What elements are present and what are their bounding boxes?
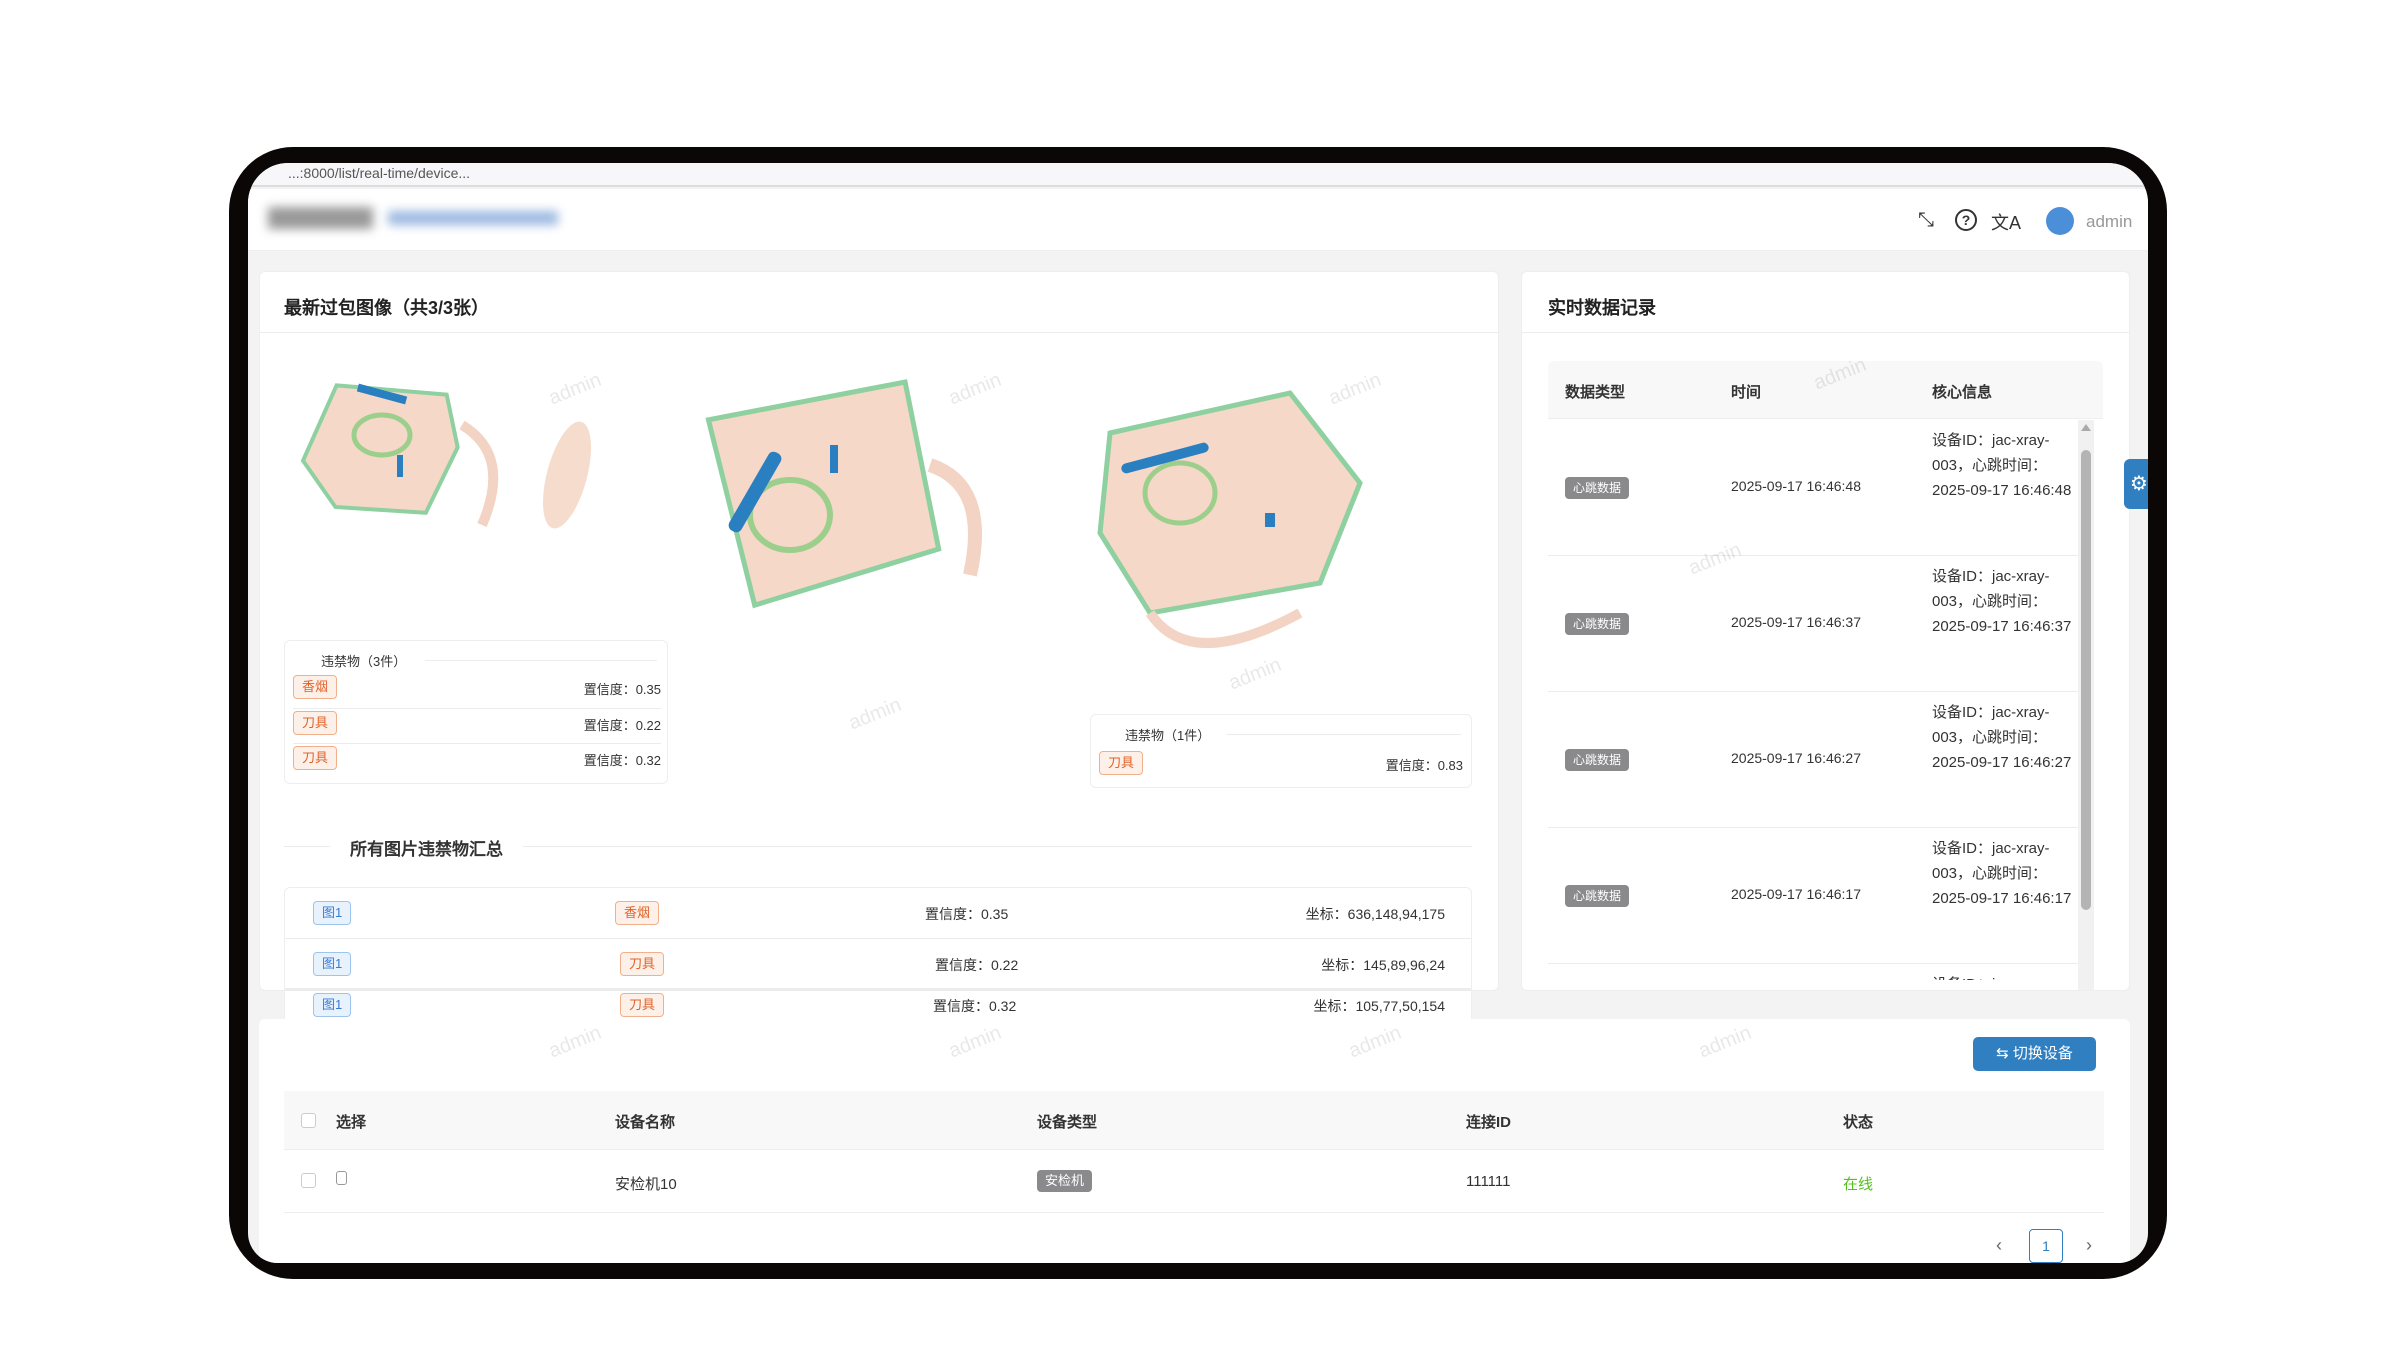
record-row: 心跳数据 设备ID：jac-xray-003，心跳时间： [1548, 964, 2078, 980]
record-time: 2025-09-17 16:46:37 [1731, 614, 1861, 630]
device-name: 安检机10 [615, 1176, 677, 1193]
record-row: 心跳数据 2025-09-17 16:46:17 设备ID：jac-xray-0… [1548, 828, 2078, 964]
confidence: 置信度：0.35 [583, 682, 661, 697]
next-page-button[interactable]: › [2086, 1235, 2092, 1255]
devices-table-header: 选择 设备名称 设备类型 连接ID 状态 [284, 1091, 2104, 1150]
summary-row: 图1 刀具 置信度：0.32 坐标：105,77,50,154 [285, 991, 1471, 1041]
column-header: 选择 [336, 1114, 367, 1131]
browser-url-bar[interactable]: ...:8000/list/real-time/device... [248, 163, 2148, 187]
confidence: 置信度：0.22 [935, 957, 1019, 973]
top-header: ⤡ ? 文A admin [248, 189, 2148, 251]
user-name[interactable]: admin [2086, 212, 2133, 231]
logo [268, 207, 373, 229]
records-table-header: 数据类型 时间 核心信息 [1548, 361, 2103, 419]
data-type-tag: 心跳数据 [1565, 477, 1630, 499]
switch-device-button[interactable]: ⇆ 切换设备 [1973, 1037, 2096, 1071]
records-card: 实时数据记录 数据类型 时间 核心信息 心跳数据 2025-09-17 16:4… [1521, 271, 2130, 991]
fullscreen-exit-icon[interactable]: ⤡ [1918, 209, 1934, 231]
column-header: 连接ID [1466, 1114, 1512, 1131]
records-list[interactable]: 心跳数据 2025-09-17 16:46:48 设备ID：jac-xray-0… [1548, 420, 2078, 980]
coordinates: 坐标：105,77,50,154 [1313, 998, 1445, 1014]
contraband-title: 违禁物（3件） [321, 654, 407, 669]
settings-gear-icon[interactable]: ⚙ [2124, 459, 2148, 509]
prev-page-button[interactable]: ‹ [1996, 1235, 2002, 1255]
confidence: 置信度：0.32 [933, 998, 1017, 1014]
record-row: 心跳数据 2025-09-17 16:46:37 设备ID：jac-xray-0… [1548, 556, 2078, 692]
confidence: 置信度：0.32 [583, 753, 661, 768]
record-time: 2025-09-17 16:46:48 [1731, 478, 1861, 494]
record-info: 设备ID：jac-xray-003，心跳时间： [1932, 972, 2072, 980]
summary-title: 所有图片违禁物汇总 [330, 835, 523, 860]
device-row[interactable]: 安检机10 安检机 111111 在线 [284, 1151, 2104, 1213]
record-time: 2025-09-17 16:46:17 [1731, 886, 1861, 902]
connection-id: 111111 [1466, 1173, 1511, 1190]
screen: ...:8000/list/real-time/device... ⤡ ? 文A… [248, 163, 2148, 1263]
record-row: 心跳数据 2025-09-17 16:46:27 设备ID：jac-xray-0… [1548, 692, 2078, 828]
contraband-tag: 刀具 [293, 711, 338, 735]
records-card-title: 实时数据记录 [1548, 298, 1656, 318]
status-online: 在线 [1843, 1176, 1874, 1193]
record-info: 设备ID：jac-xray-003，心跳时间：2025-09-17 16:46:… [1932, 704, 2072, 771]
column-header: 核心信息 [1932, 384, 1993, 401]
contraband-tag: 刀具 [1099, 751, 1144, 775]
row-checkbox[interactable] [301, 1173, 316, 1188]
contraband-item: 刀具 置信度：0.22 [293, 711, 661, 735]
contraband-tag: 刀具 [293, 746, 338, 770]
scrollbar-thumb[interactable] [2081, 450, 2091, 910]
devices-card: ⇆ 切换设备 选择 设备名称 设备类型 连接ID 状态 安检机10 安检机 11… [259, 1019, 2130, 1263]
record-row: 心跳数据 2025-09-17 16:46:48 设备ID：jac-xray-0… [1548, 420, 2078, 556]
record-info: 设备ID：jac-xray-003，心跳时间：2025-09-17 16:46:… [1932, 432, 2072, 499]
summary-row: 图1 刀具 置信度：0.22 坐标：145,89,96,24 [285, 939, 1471, 989]
page-1-button[interactable]: 1 [2029, 1229, 2063, 1263]
column-header: 数据类型 [1565, 384, 1626, 401]
images-card-title: 最新过包图像（共3/3张） [284, 298, 490, 318]
contraband-item: 香烟 置信度：0.35 [293, 675, 661, 699]
scrollbar[interactable] [2078, 420, 2094, 990]
coordinates: 坐标：145,89,96,24 [1321, 957, 1445, 973]
data-type-tag: 心跳数据 [1565, 749, 1630, 771]
column-header: 设备名称 [615, 1114, 676, 1131]
record-info: 设备ID：jac-xray-003，心跳时间：2025-09-17 16:46:… [1932, 568, 2072, 635]
switch-icon: ⇆ [1996, 1045, 2013, 1062]
contraband-tag: 刀具 [620, 993, 665, 1017]
xray-image-1[interactable] [287, 365, 637, 625]
xray-image-3[interactable] [1090, 373, 1420, 673]
avatar[interactable] [2046, 207, 2074, 235]
column-header: 设备类型 [1037, 1114, 1098, 1131]
confidence: 置信度：0.83 [1385, 758, 1463, 773]
data-type-tag: 心跳数据 [1565, 613, 1630, 635]
record-info: 设备ID：jac-xray-003，心跳时间：2025-09-17 16:46:… [1932, 840, 2072, 907]
select-all-checkbox[interactable] [301, 1113, 316, 1128]
scroll-up-arrow[interactable] [2081, 424, 2091, 431]
confidence: 置信度：0.22 [583, 718, 661, 733]
breadcrumb[interactable] [388, 211, 558, 225]
contraband-tag: 刀具 [620, 952, 665, 976]
data-type-tag: 心跳数据 [1565, 885, 1630, 907]
image-tag[interactable]: 图1 [313, 993, 352, 1017]
image-tag[interactable]: 图1 [313, 901, 352, 925]
translate-icon[interactable]: 文A [1991, 213, 2022, 233]
image-tag[interactable]: 图1 [313, 952, 352, 976]
xray-image-2[interactable] [690, 365, 1030, 645]
confidence: 置信度：0.35 [925, 906, 1009, 922]
contraband-tag: 香烟 [293, 675, 338, 699]
switch-device-label: 切换设备 [2012, 1045, 2073, 1062]
images-card: 最新过包图像（共3/3张） 违禁物（3件） 香烟 [259, 271, 1499, 1087]
coordinates: 坐标：636,148,94,175 [1305, 906, 1445, 922]
column-header: 时间 [1731, 384, 1762, 401]
record-time: 2025-09-17 16:46:27 [1731, 750, 1861, 766]
summary-row: 图1 香烟 置信度：0.35 坐标：636,148,94,175 [285, 888, 1471, 938]
contraband-title: 违禁物（1件） [1125, 728, 1211, 743]
url-text: ...:8000/list/real-time/device... [288, 165, 471, 181]
contraband-box-1: 违禁物（3件） 香烟 置信度：0.35 刀具 置信度：0.22 刀具 置信度：0.32 [284, 640, 668, 784]
contraband-tag: 香烟 [615, 901, 660, 925]
contraband-item: 刀具 置信度：0.83 [1099, 751, 1463, 775]
contraband-box-3: 违禁物（1件） 刀具 置信度：0.83 [1090, 714, 1472, 788]
contraband-item: 刀具 置信度：0.32 [293, 746, 661, 770]
help-icon[interactable]: ? [1955, 209, 1977, 231]
select-checkbox[interactable] [336, 1171, 347, 1185]
device-type-tag: 安检机 [1037, 1170, 1093, 1192]
column-header: 状态 [1843, 1114, 1874, 1131]
